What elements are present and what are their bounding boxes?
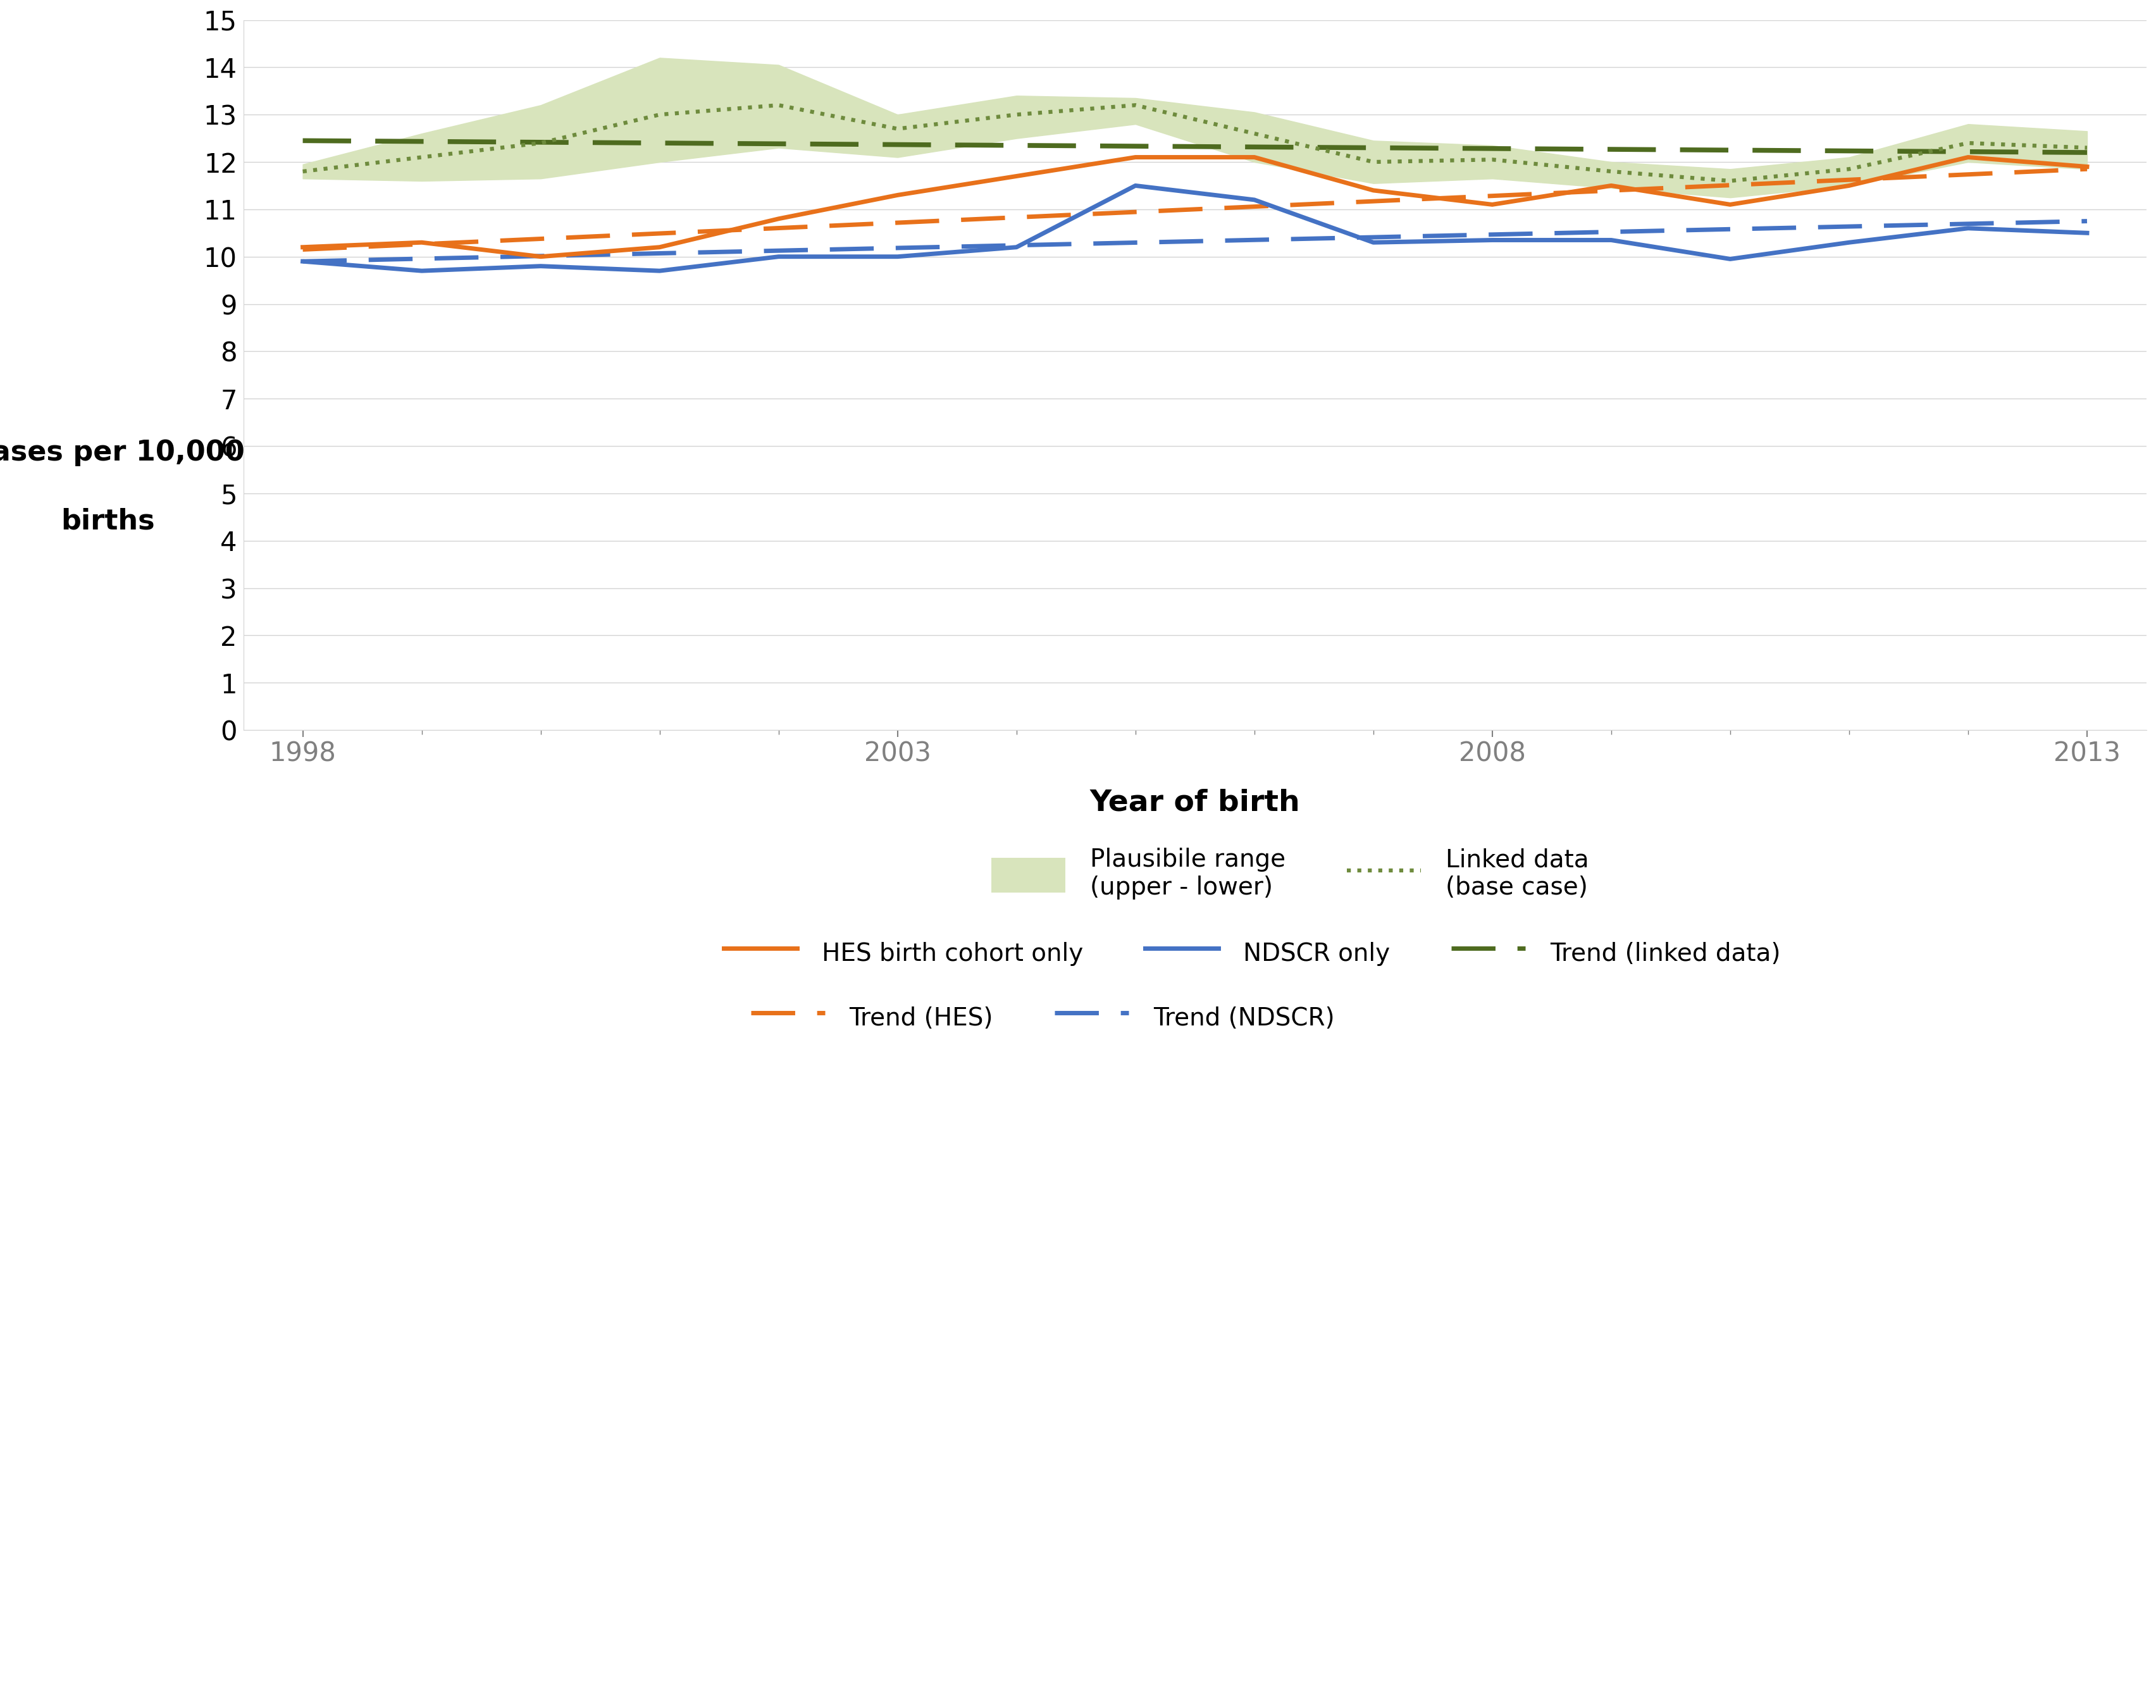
Text: Cases per 10,000: Cases per 10,000 (0, 439, 244, 466)
X-axis label: Year of birth: Year of birth (1089, 789, 1300, 816)
Text: births: births (60, 507, 155, 535)
Legend: Trend (HES), Trend (NDSCR): Trend (HES), Trend (NDSCR) (742, 991, 1345, 1045)
